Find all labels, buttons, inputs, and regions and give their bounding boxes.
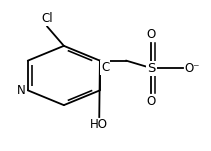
Text: N: N bbox=[17, 84, 26, 97]
Text: O: O bbox=[147, 28, 156, 41]
Text: O: O bbox=[147, 95, 156, 108]
Text: C: C bbox=[101, 61, 109, 74]
Text: Cl: Cl bbox=[41, 12, 53, 25]
Text: HO: HO bbox=[90, 119, 108, 132]
Text: O⁻: O⁻ bbox=[185, 62, 200, 75]
Text: S: S bbox=[147, 62, 156, 75]
